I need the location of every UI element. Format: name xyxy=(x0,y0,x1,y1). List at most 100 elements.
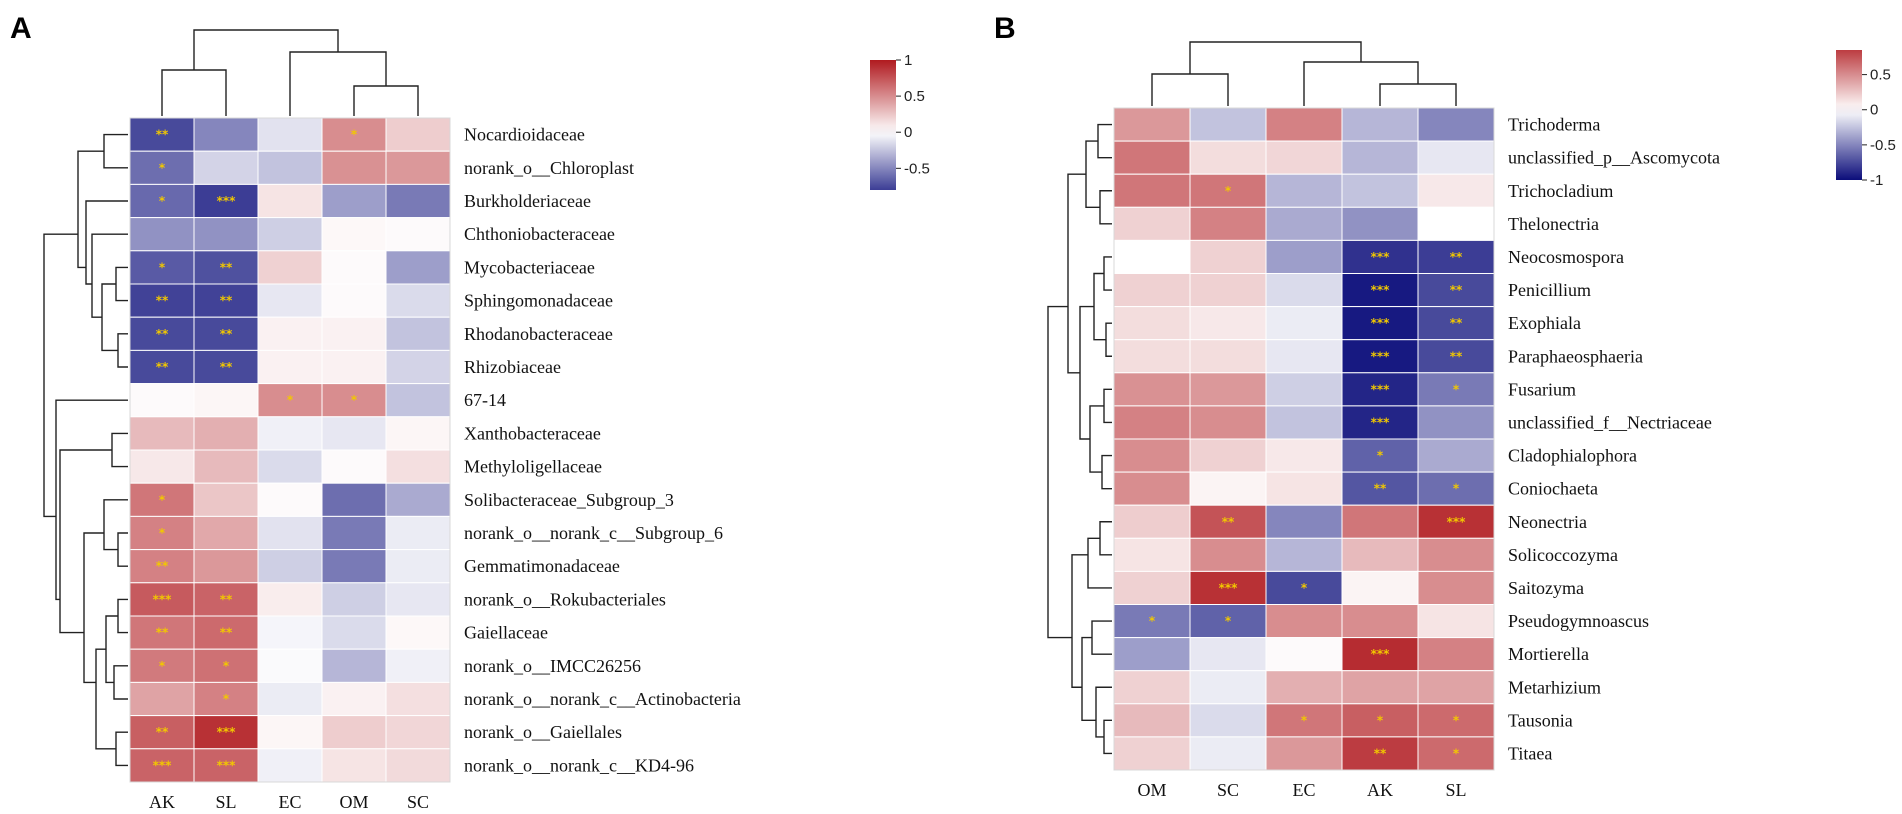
heatmap-cell xyxy=(1417,405,1495,440)
significance-mark: ** xyxy=(156,128,169,142)
significance-mark: ** xyxy=(1222,515,1235,529)
heatmap-cell xyxy=(1341,438,1419,473)
significance-mark: * xyxy=(159,493,166,507)
column-label: AK xyxy=(149,792,175,812)
heatmap-cell xyxy=(257,316,323,351)
heatmap-cell xyxy=(321,183,387,219)
heatmap-cell xyxy=(321,715,387,750)
row-label: Pseudogymnoascus xyxy=(1508,611,1649,631)
heatmap-cell xyxy=(1417,670,1495,705)
heatmap-cell xyxy=(1189,306,1267,341)
significance-mark: *** xyxy=(1219,581,1239,595)
dendrogram-branch xyxy=(85,200,128,285)
heatmap-cell xyxy=(385,515,451,551)
heatmap-cell xyxy=(1417,306,1495,341)
significance-mark: * xyxy=(159,260,166,274)
heatmap-frame xyxy=(1113,107,1495,771)
row-label: Mycobacteriaceae xyxy=(464,257,595,277)
significance-mark: *** xyxy=(1371,647,1391,661)
heatmap-cell xyxy=(1341,107,1419,142)
heatmap-cell xyxy=(1113,438,1191,473)
significance-mark: ** xyxy=(1450,250,1463,264)
significance-mark: ** xyxy=(1450,283,1463,297)
heatmap-cell xyxy=(129,648,195,683)
significance-mark: * xyxy=(1225,184,1232,198)
heatmap-cell xyxy=(1417,570,1495,606)
heatmap-cell xyxy=(129,449,195,484)
heatmap-cell xyxy=(193,482,259,517)
heatmap-cell xyxy=(385,117,451,152)
row-label: Nocardioidaceae xyxy=(464,125,585,145)
heatmap-cell xyxy=(1265,140,1343,175)
colorbar-tick-label: 0 xyxy=(1870,102,1878,119)
row-label: Saitozyma xyxy=(1508,578,1584,598)
significance-mark: ** xyxy=(156,559,169,573)
heatmap-cell xyxy=(1189,637,1267,672)
heatmap-cell xyxy=(1113,537,1191,572)
row-label: Mortierella xyxy=(1508,644,1589,664)
heatmap-cell xyxy=(385,316,451,351)
column-label: EC xyxy=(278,792,301,812)
heatmap-cell xyxy=(385,183,451,219)
heatmap-cell xyxy=(1265,173,1343,208)
row-label: Titaea xyxy=(1508,743,1552,763)
heatmap-cell xyxy=(1341,339,1419,374)
significance-mark: ** xyxy=(220,260,233,274)
heatmap-cell xyxy=(1417,107,1495,142)
panel-a: A** *** **** **** **** **** *** ******** **** ***… xyxy=(10,12,930,812)
significance-mark: ** xyxy=(156,626,169,640)
heatmap-cell xyxy=(257,681,323,717)
heatmap-cell xyxy=(385,383,451,418)
significance-mark: * xyxy=(223,659,230,673)
dendrogram-branch xyxy=(117,333,128,368)
heatmap-cell xyxy=(385,449,451,484)
heatmap-cell xyxy=(385,250,451,285)
row-label: Coniochaeta xyxy=(1508,479,1598,499)
dendrogram-branch xyxy=(111,432,128,468)
heatmap-cell xyxy=(257,383,323,418)
row-label: Gemmatimonadaceae xyxy=(464,556,620,576)
significance-mark: * xyxy=(1453,382,1460,396)
heatmap-cell xyxy=(1265,670,1343,705)
heatmap-cell xyxy=(1341,372,1419,407)
heatmap-cell xyxy=(1341,504,1419,539)
heatmap-cell xyxy=(129,748,195,783)
dendrogram-branch xyxy=(1189,41,1362,74)
colorbar-tick-label: 1 xyxy=(904,52,912,69)
heatmap-cell xyxy=(1113,372,1191,407)
heatmap-cell xyxy=(129,681,195,717)
heatmap-cell xyxy=(257,549,323,584)
heatmap-cell xyxy=(1113,173,1191,208)
dendrogram-branch xyxy=(1095,686,1112,738)
heatmap-cell xyxy=(1113,140,1191,175)
significance-mark: ** xyxy=(156,725,169,739)
row-label: Penicillium xyxy=(1508,280,1591,300)
dendrogram-branch xyxy=(1379,83,1457,106)
significance-mark: * xyxy=(351,393,358,407)
column-label: SL xyxy=(215,792,236,812)
column-label: EC xyxy=(1292,780,1315,800)
row-label: Solicoccozyma xyxy=(1508,545,1618,565)
heatmap-cell xyxy=(1113,570,1191,606)
dendrogram-branch xyxy=(115,266,128,302)
heatmap-cell xyxy=(1417,372,1495,407)
heatmap-cell xyxy=(1265,736,1343,771)
column-label: SC xyxy=(1217,780,1239,800)
heatmap-cell xyxy=(257,250,323,285)
dendrogram-branch xyxy=(1067,173,1086,374)
row-label: 67-14 xyxy=(464,390,506,410)
heatmap-cell xyxy=(1341,604,1419,639)
heatmap-frame xyxy=(129,117,451,783)
heatmap-cell xyxy=(321,316,387,351)
significance-mark: *** xyxy=(1371,283,1391,297)
heatmap-cell xyxy=(1341,405,1419,440)
heatmap-cell xyxy=(321,250,387,285)
panel-letter: A xyxy=(10,12,32,45)
significance-mark: ** xyxy=(220,360,233,374)
row-label: Neocosmospora xyxy=(1508,247,1624,267)
heatmap-cell xyxy=(1417,206,1495,241)
significance-mark: * xyxy=(351,128,358,142)
significance-mark: * xyxy=(1453,746,1460,760)
heatmap-cell xyxy=(1341,637,1419,672)
significance-mark: ** xyxy=(1374,746,1387,760)
